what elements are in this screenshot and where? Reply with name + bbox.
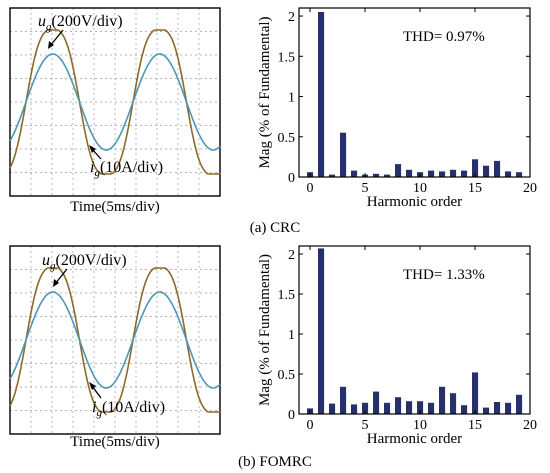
current-arrowhead-b — [89, 382, 96, 390]
bar-h14 — [461, 170, 468, 177]
thd-label: THD= 1.33% — [403, 267, 485, 283]
y-tick-label: 1 — [288, 91, 295, 106]
bar-h1 — [318, 12, 325, 177]
voltage-arrowhead-a — [48, 41, 54, 49]
bar-h7 — [384, 402, 391, 414]
bar-h2 — [329, 403, 336, 414]
bar-h17 — [494, 402, 501, 414]
y-tick-label: 1 — [288, 328, 295, 343]
current-label-b: ig(10A/div) — [92, 399, 165, 419]
y-tick-label: 2 — [288, 10, 295, 25]
voltage-label-b: ug(200V/div) — [42, 252, 127, 272]
voltage-arrow-a — [49, 29, 64, 47]
bar-h7 — [384, 174, 391, 177]
bar-h19 — [516, 172, 523, 177]
bar-h19 — [516, 394, 523, 414]
thd-label: THD= 0.97% — [403, 29, 485, 45]
current-waveform-b — [9, 291, 221, 389]
y-tick-label: 0 — [288, 408, 295, 423]
y-tick-label: 0 — [288, 171, 295, 186]
bar-h9 — [406, 401, 413, 414]
x-axis-label: Harmonic order — [367, 431, 462, 447]
y-tick-label: 0.5 — [278, 131, 296, 146]
axes-frame — [298, 7, 531, 178]
waveform-panel-b: ug(200V/div) ig(10A/div) Time(5ms/div) — [9, 245, 221, 450]
bar-h13 — [450, 169, 457, 177]
waveform-grid-b — [10, 246, 220, 434]
waveform-frame-b — [9, 245, 221, 435]
y-axis-label: Mag (% of Fundamental) — [257, 254, 273, 406]
x-tick-label: 15 — [468, 181, 482, 196]
bar-h17 — [494, 160, 501, 177]
bar-h4 — [351, 404, 358, 414]
x-tick-label: 5 — [362, 181, 369, 196]
bar-h15 — [472, 159, 479, 177]
bar-h9 — [406, 169, 413, 177]
x-axis-label: Harmonic order — [367, 194, 462, 210]
bar-h3 — [340, 132, 347, 177]
bar-h8 — [395, 164, 402, 177]
bar-h8 — [395, 397, 402, 414]
spectrum-panel-b: 0 5 10 15 20 0 0.5 1 1.5 2 Harmonic order Mag (% of… — [257, 245, 537, 447]
waveform-grid-a — [10, 8, 220, 196]
bar-h18 — [505, 171, 512, 177]
waveform-xlabel-b: Time(5ms/div) — [70, 434, 159, 450]
bar-h5 — [362, 402, 369, 414]
caption-b: (b) FOMRC — [238, 454, 312, 470]
bar-h16 — [483, 407, 490, 414]
bar-h14 — [461, 405, 468, 414]
x-tick-label: 20 — [523, 181, 537, 196]
bar-h6 — [373, 173, 380, 177]
bar-h13 — [450, 393, 457, 414]
current-waveform-a — [9, 53, 221, 151]
x-tick-label: 10 — [413, 418, 427, 433]
bar-h12 — [439, 171, 446, 177]
voltage-arrowhead-b — [53, 279, 59, 287]
waveform-frame-a — [9, 7, 221, 197]
y-tick-label: 1.5 — [278, 288, 296, 303]
x-tick-label: 5 — [362, 418, 369, 433]
x-tick-label: 15 — [468, 418, 482, 433]
bar-h12 — [439, 386, 446, 414]
waveform-xlabel-a: Time(5ms/div) — [70, 199, 159, 215]
y-tick-label: 1.5 — [278, 50, 296, 65]
current-arrowhead-a — [89, 145, 96, 153]
y-tick-label: 2 — [288, 248, 295, 263]
voltage-waveform-b — [9, 267, 221, 413]
x-tick-label: 0 — [307, 181, 314, 196]
bar-h3 — [340, 386, 347, 414]
bar-h4 — [351, 170, 358, 177]
bar-h18 — [505, 402, 512, 414]
axes-frame — [298, 245, 531, 415]
current-label-a: ig(10A/div) — [90, 159, 163, 179]
bar-h11 — [428, 170, 435, 177]
bar-h10 — [417, 401, 424, 414]
voltage-label-a: ug(200V/div) — [38, 13, 123, 33]
bar-h6 — [373, 391, 380, 414]
x-tick-label: 20 — [523, 418, 537, 433]
caption-a: (a) CRC — [250, 220, 300, 236]
bar-h11 — [428, 402, 435, 414]
bar-h1 — [318, 248, 325, 414]
x-tick-label: 0 — [307, 418, 314, 433]
y-tick-label: 0.5 — [278, 368, 296, 383]
waveform-panel-a: ug(200V/div) ig(10A/div) Time(5ms/div) — [9, 7, 221, 215]
y-axis-label: Mag (% of Fundamental) — [257, 16, 273, 168]
voltage-waveform-a — [9, 29, 221, 175]
x-tick-label: 10 — [413, 181, 427, 196]
spectrum-panel-a: 0 5 10 15 20 0 0.5 1 1.5 2 Harmonic order Mag (% of… — [257, 7, 537, 210]
bar-h16 — [483, 165, 490, 177]
bar-h2 — [329, 174, 336, 177]
bar-h15 — [472, 372, 479, 414]
